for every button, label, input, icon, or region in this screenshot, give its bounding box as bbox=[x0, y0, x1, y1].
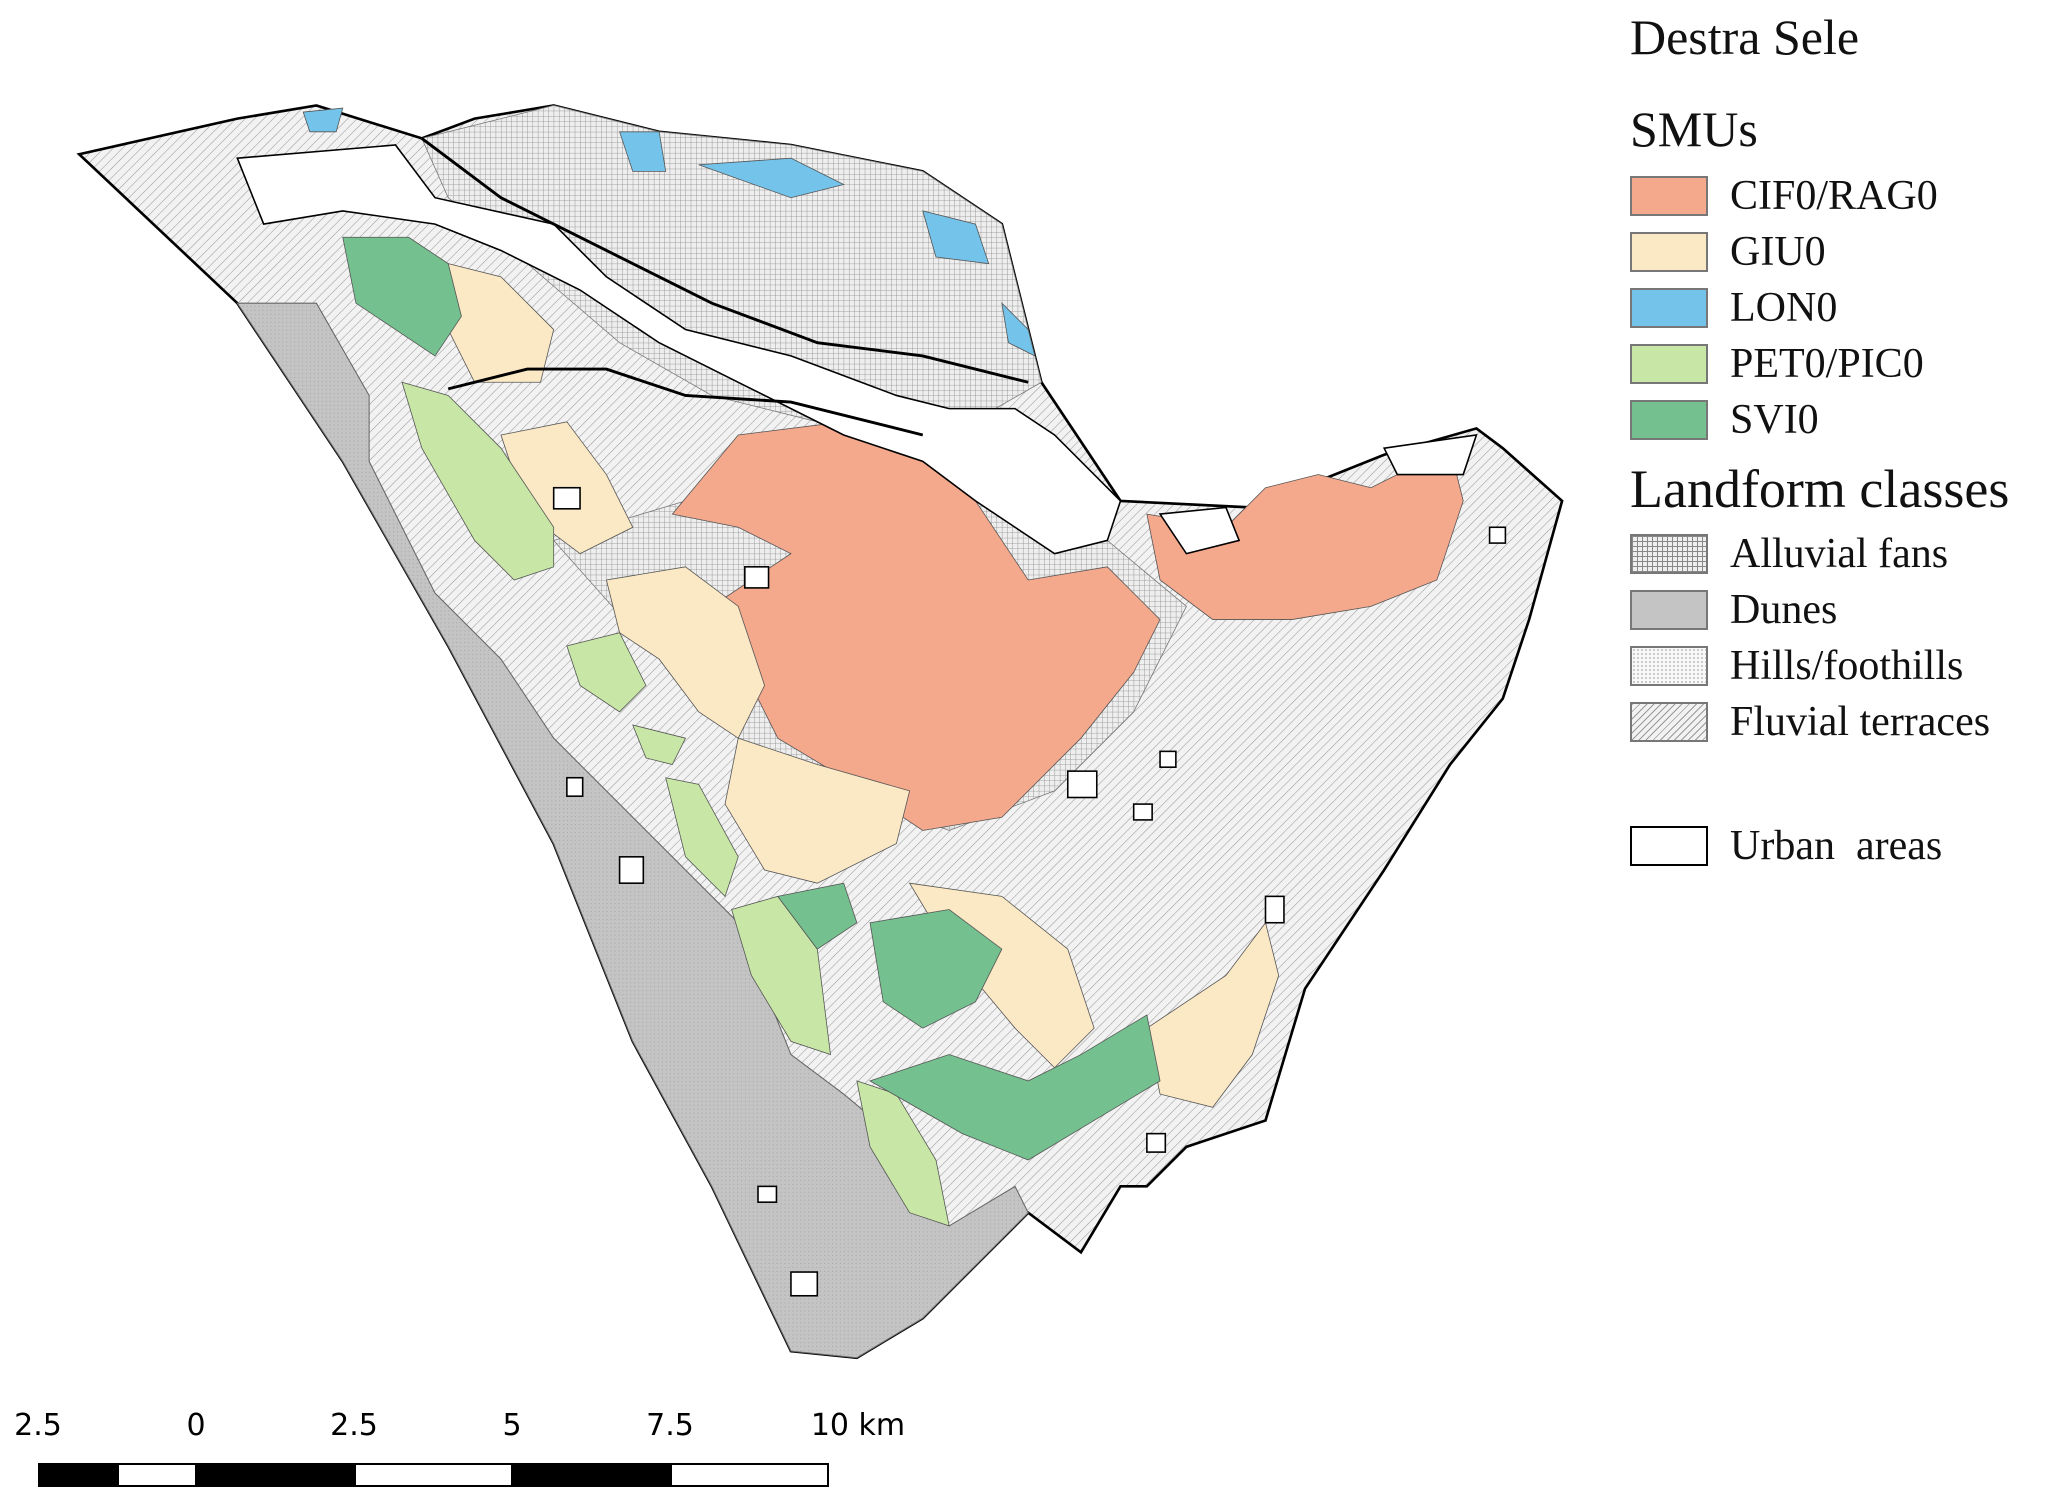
smu-svi0 bbox=[869, 909, 1003, 1029]
scale-label: 10 km bbox=[810, 1408, 906, 1443]
legend-item-dunes: Dunes bbox=[1630, 587, 1837, 633]
smu-lon0 bbox=[619, 131, 667, 172]
scale-segment bbox=[354, 1463, 513, 1487]
legend-item-fluvial-terraces: Fluvial terraces bbox=[1630, 699, 1990, 745]
scale-segment bbox=[670, 1463, 829, 1487]
smu-svi0 bbox=[869, 1014, 1161, 1161]
map-title: Destra Sele bbox=[1630, 9, 1860, 65]
legend-item-lon0: LON0 bbox=[1630, 285, 1837, 331]
scale-label: 0 bbox=[186, 1408, 206, 1443]
legend-item-giu0: GIU0 bbox=[1630, 229, 1826, 275]
scale-label: 2.5 bbox=[330, 1408, 378, 1443]
legend-item-alluvial-fans: Alluvial fans bbox=[1630, 531, 1948, 577]
smu-giu0 bbox=[1146, 921, 1280, 1108]
swatch bbox=[1630, 826, 1708, 866]
legend-item-hills-foothills: Hills/foothills bbox=[1630, 643, 1963, 689]
smu-giu0 bbox=[724, 737, 911, 884]
smu-lon0 bbox=[922, 210, 990, 265]
smu-lon0 bbox=[302, 107, 344, 133]
scale-label: 2.5 bbox=[14, 1408, 62, 1443]
urban-areas bbox=[236, 144, 1507, 1297]
swatch bbox=[1630, 646, 1708, 686]
swatch bbox=[1630, 400, 1708, 440]
smu-pet0-pic0 bbox=[401, 381, 555, 581]
swatch bbox=[1630, 344, 1708, 384]
scale-label: 7.5 bbox=[646, 1408, 694, 1443]
landform-heading: Landform classes bbox=[1630, 459, 2010, 519]
roads bbox=[420, 137, 1029, 437]
legend-item-urban-areas: Urban areas bbox=[1630, 823, 1942, 869]
scale-segment bbox=[512, 1463, 671, 1487]
scale-segment bbox=[117, 1463, 197, 1487]
swatch bbox=[1630, 590, 1708, 630]
swatch bbox=[1630, 176, 1708, 216]
smu-polygons bbox=[302, 107, 1464, 1227]
smu-pet0-pic0 bbox=[632, 724, 687, 766]
scale-label: 5 bbox=[502, 1408, 522, 1443]
smu-svi0 bbox=[777, 882, 858, 950]
scale-segment bbox=[38, 1463, 118, 1487]
swatch bbox=[1630, 288, 1708, 328]
scale-segment bbox=[196, 1463, 355, 1487]
swatch bbox=[1630, 534, 1708, 574]
legend-item-cif0-rag0: CIF0/RAG0 bbox=[1630, 173, 1938, 219]
legend-item-svi0: SVI0 bbox=[1630, 397, 1819, 443]
swatch bbox=[1630, 702, 1708, 742]
smu-lon0 bbox=[1001, 302, 1036, 357]
smu-cif0-rag0 bbox=[1146, 447, 1464, 620]
smu-svi0 bbox=[342, 236, 462, 357]
smu-pet0-pic0 bbox=[665, 777, 739, 898]
swatch bbox=[1630, 232, 1708, 272]
smu-heading: SMUs bbox=[1630, 101, 1758, 157]
legend-item-pet0-pic0: PET0/PIC0 bbox=[1630, 341, 1924, 387]
smu-pet0-pic0 bbox=[566, 632, 647, 713]
smu-lon0 bbox=[698, 157, 845, 199]
